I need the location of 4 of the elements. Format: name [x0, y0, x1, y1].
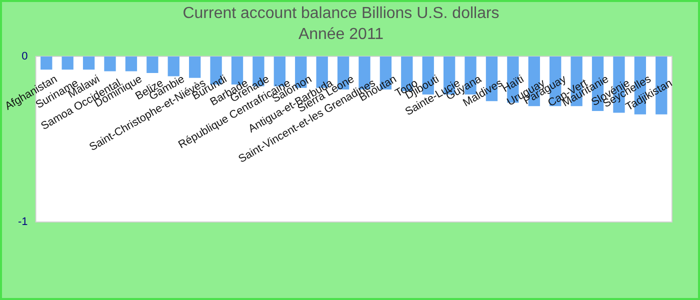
y-tick-label: 0: [22, 50, 28, 62]
y-tick-label: -1: [18, 216, 28, 228]
chart-title: Current account balance Billions U.S. dollars: [182, 5, 500, 22]
chart-subtitle: Année 2011: [298, 26, 384, 44]
